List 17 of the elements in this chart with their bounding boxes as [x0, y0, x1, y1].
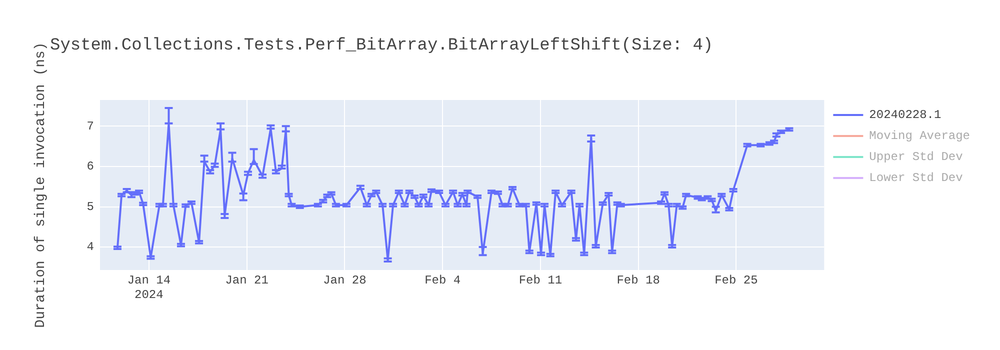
y-tick-label: 5 [86, 200, 94, 214]
x-tick-label: Feb 4 [424, 273, 461, 288]
y-tick-label: 7 [86, 119, 94, 134]
chart-title: System.Collections.Tests.Perf_BitArray.BitArrayLeftShift(Size: 4) [50, 36, 714, 56]
x-tick-label: Feb 11 [518, 273, 562, 288]
y-tick-label: 4 [86, 240, 94, 254]
legend-label: Moving Average [869, 129, 970, 144]
y-axis-title: Duration of single invocation (ns) [33, 42, 50, 328]
x-tick-label: Feb 18 [616, 273, 660, 288]
x-tick-label: Jan 14 2024 [127, 273, 171, 302]
legend-label: Upper Std Dev [869, 150, 963, 164]
y-tick-label: 6 [86, 160, 94, 174]
x-tick-label: Jan 21 [225, 273, 268, 288]
legend-label: Lower Std Dev [869, 171, 963, 186]
x-tick-label: Feb 25 [714, 273, 758, 288]
x-tick-label: Jan 28 [323, 273, 366, 288]
legend-label: 20240228.1 [869, 108, 942, 122]
